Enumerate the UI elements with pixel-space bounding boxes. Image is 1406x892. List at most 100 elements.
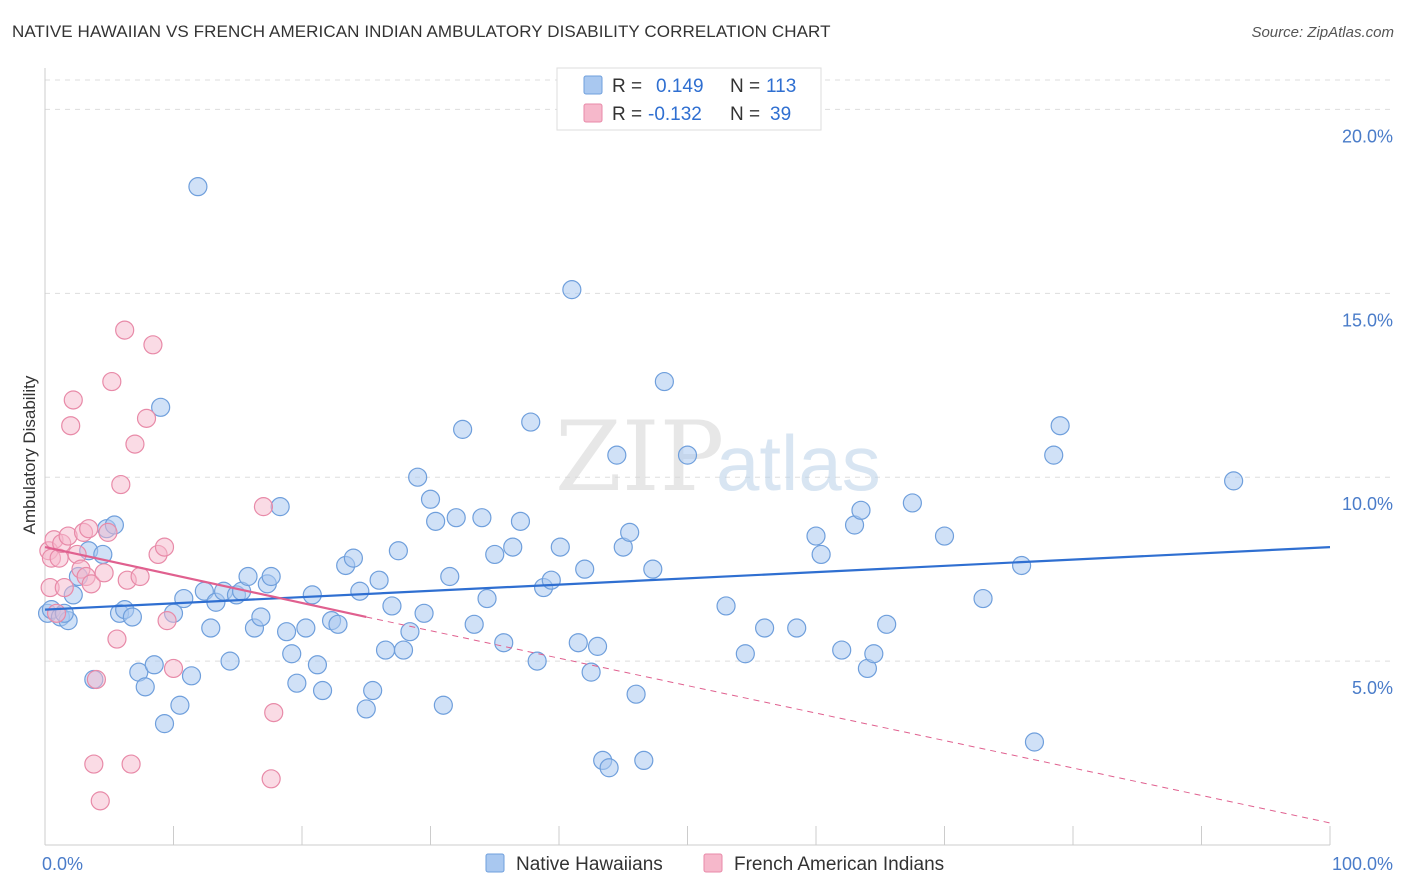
point-native-hawaiian	[151, 397, 171, 417]
point-native-hawaiian	[902, 493, 922, 513]
point-french-american-indian	[102, 371, 122, 392]
point-native-hawaiian	[934, 526, 955, 546]
point-french-american-indian	[264, 702, 284, 723]
point-native-hawaiian	[170, 695, 190, 715]
point-native-hawaiian	[276, 622, 297, 642]
point-native-hawaiian	[1224, 471, 1244, 491]
point-french-american-indian	[54, 577, 74, 598]
point-native-hawaiian	[408, 467, 428, 487]
point-native-hawaiian	[550, 537, 570, 557]
point-native-hawaiian	[472, 508, 492, 528]
point-native-hawaiian	[1050, 416, 1070, 436]
x-tick-label-max: 100.0%	[1332, 854, 1393, 874]
point-native-hawaiian	[494, 633, 514, 653]
point-french-american-indian	[143, 335, 163, 355]
point-native-hawaiian	[521, 412, 541, 432]
point-native-hawaiian	[599, 758, 619, 778]
point-french-american-indian	[253, 497, 274, 517]
point-native-hawaiian	[135, 677, 155, 697]
point-native-hawaiian	[154, 714, 175, 734]
legend-swatch-blue	[583, 75, 603, 95]
point-native-hawaiian	[607, 445, 627, 465]
point-native-hawaiian	[1011, 555, 1032, 576]
trend-lines	[44, 545, 1331, 824]
point-native-hawaiian	[328, 614, 348, 634]
point-native-hawaiian	[375, 640, 396, 660]
point-native-hawaiian	[414, 603, 434, 623]
point-french-american-indian	[94, 563, 114, 583]
point-french-american-indian	[121, 754, 141, 774]
point-native-hawaiian	[477, 588, 497, 609]
point-native-hawaiian	[877, 614, 897, 634]
point-french-american-indian	[111, 474, 131, 495]
trend-line-native-hawaiians	[44, 545, 1331, 611]
point-native-hawaiian	[382, 596, 402, 616]
legend-r-value-2: -0.132	[648, 104, 702, 125]
tick-labels: 5.0% 10.0% 15.0% 20.0% 0.0% 100.0%	[42, 126, 1393, 874]
point-native-hawaiian	[388, 541, 408, 561]
watermark: ZIP atlas	[555, 401, 881, 513]
point-native-hawaiian	[188, 177, 208, 197]
point-native-hawaiian	[343, 548, 363, 568]
point-native-hawaiian	[510, 511, 531, 531]
point-native-hawaiian	[270, 497, 290, 517]
point-native-hawaiian	[282, 644, 302, 664]
point-native-hawaiian	[864, 644, 884, 664]
point-french-american-indian	[136, 408, 157, 428]
point-native-hawaiian	[562, 280, 582, 300]
point-native-hawaiian	[620, 522, 640, 542]
legend-bottom-swatch-blue	[485, 853, 505, 873]
point-native-hawaiian	[811, 544, 831, 565]
source-label: Source: ZipAtlas.com	[1251, 24, 1394, 41]
watermark-zip: ZIP	[555, 401, 724, 513]
legend-n-label-2: N =	[730, 104, 760, 125]
y-tick-label: 10.0%	[1342, 494, 1393, 514]
point-french-american-indian	[46, 603, 67, 623]
point-french-american-indian	[98, 522, 118, 542]
watermark-atlas: atlas	[716, 419, 881, 507]
point-native-hawaiian	[787, 618, 807, 638]
point-native-hawaiian	[238, 566, 258, 587]
point-native-hawaiian	[1044, 445, 1064, 465]
point-native-hawaiian	[677, 445, 698, 465]
point-native-hawaiian	[356, 699, 376, 719]
point-native-hawaiian	[527, 651, 547, 671]
y-tick-label: 20.0%	[1342, 126, 1393, 146]
point-native-hawaiian	[350, 581, 370, 601]
point-native-hawaiian	[832, 640, 852, 660]
point-native-hawaiian	[426, 511, 446, 531]
point-native-hawaiian	[1024, 732, 1045, 752]
point-native-hawaiian	[363, 680, 383, 701]
point-native-hawaiian	[369, 570, 389, 590]
legend-r-label-2: R =	[612, 104, 642, 125]
point-native-hawaiian	[440, 566, 460, 587]
axes	[44, 68, 1331, 846]
chart-title: NATIVE HAWAIIAN VS FRENCH AMERICAN INDIA…	[12, 22, 831, 41]
point-native-hawaiian	[307, 655, 328, 675]
legend-bottom-swatch-pink	[703, 853, 723, 873]
point-native-hawaiian	[464, 614, 484, 634]
point-french-american-indian	[261, 769, 281, 789]
legend-bottom-label-1: Native Hawaiians	[516, 854, 663, 875]
point-native-hawaiian	[302, 585, 322, 605]
legend-n-value-2: 39	[770, 104, 791, 125]
point-native-hawaiian	[806, 526, 826, 546]
point-native-hawaiian	[735, 644, 755, 664]
point-native-hawaiian	[851, 500, 871, 520]
point-native-hawaiian	[453, 419, 473, 439]
y-tick-label: 15.0%	[1342, 310, 1393, 330]
point-native-hawaiian	[634, 750, 654, 771]
x-tick-label-min: 0.0%	[42, 854, 83, 874]
point-french-american-indian	[79, 519, 99, 539]
legend-swatch-pink	[583, 103, 603, 123]
point-native-hawaiian	[485, 544, 505, 565]
legend-r-label-1: R =	[612, 76, 642, 97]
point-native-hawaiian	[174, 588, 194, 609]
point-native-hawaiian	[654, 371, 674, 392]
point-french-american-indian	[115, 320, 135, 340]
y-axis-title: Ambulatory Disability	[20, 375, 39, 534]
point-french-american-indian	[163, 658, 184, 679]
legend-r-value-1: 0.149	[656, 76, 704, 97]
point-native-hawaiian	[251, 607, 271, 627]
point-native-hawaiian	[581, 662, 601, 682]
